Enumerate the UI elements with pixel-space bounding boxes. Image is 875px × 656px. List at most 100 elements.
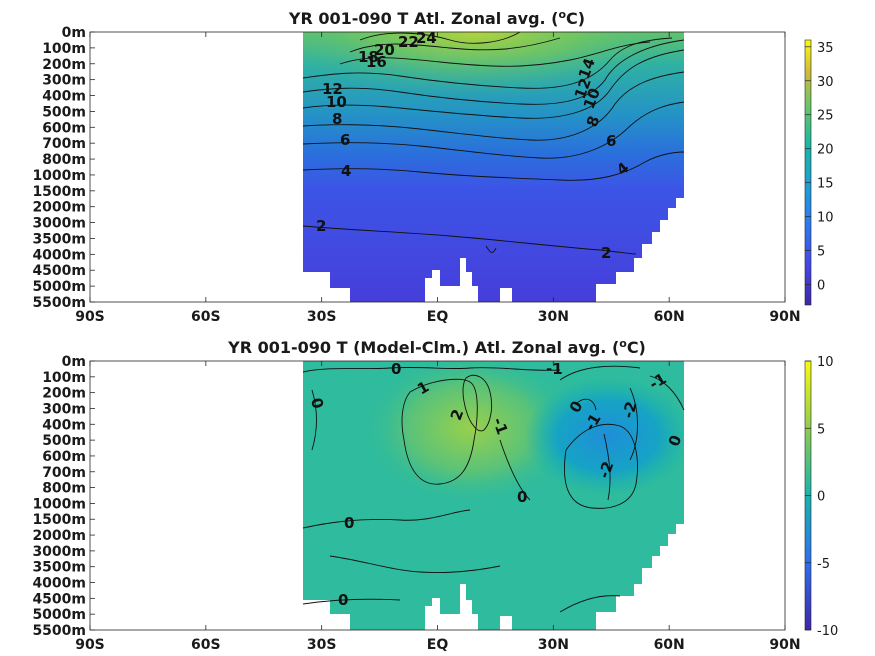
colorbar-tick-label: 20: [817, 143, 834, 158]
bottom-seafloor-mask-trench: [500, 616, 512, 630]
contour-label: 6: [606, 132, 616, 150]
bottom-seafloor-mask-north: [596, 524, 684, 630]
contour-label: 8: [332, 110, 342, 128]
colorbar-tick-label: 0: [817, 490, 825, 505]
top-x-axis: 90S 60S 30S EQ 30N 60N 90N: [75, 32, 801, 325]
x-tick-label: 30S: [307, 637, 337, 653]
contour-label: -2: [619, 399, 641, 420]
top-colorbar: [804, 39, 812, 306]
x-tick-label: 90S: [75, 309, 105, 325]
y-tick-label: 1000m: [32, 496, 86, 512]
y-tick-label: 300m: [42, 73, 86, 89]
colorbar-tick-label: 35: [817, 41, 834, 56]
contour-label: 18: [358, 48, 379, 66]
y-tick-label: 0m: [62, 354, 86, 370]
contour-label: 24: [416, 29, 437, 47]
top-seafloor-mask-ridge: [425, 258, 478, 302]
contour-label: 0: [344, 514, 354, 532]
y-tick-label: 4000m: [32, 576, 86, 592]
colorbar-tick-label: 5: [817, 422, 825, 437]
colorbar-tick-label: 15: [817, 177, 834, 192]
y-tick-label: 5500m: [32, 623, 86, 639]
y-tick-label: 500m: [42, 433, 86, 449]
y-tick-label: 700m: [42, 136, 86, 152]
top-seafloor-mask-trench: [500, 288, 512, 302]
contour-label: 10: [326, 93, 347, 111]
colorbar-tick-label: 30: [817, 75, 834, 90]
x-tick-label: 90N: [769, 637, 800, 653]
x-tick-label: EQ: [427, 309, 449, 325]
y-tick-label: 4500m: [32, 263, 86, 279]
top-panel-title: YR 001-090 T Atl. Zonal avg. (oC): [288, 8, 585, 28]
top-contour-lines: [302, 31, 685, 255]
colorbar-tick-label: -5: [817, 557, 830, 572]
contour-label: 0: [391, 360, 401, 378]
bottom-heatmap-cold-anomaly: [303, 361, 684, 630]
contour-label: 2: [601, 244, 611, 262]
x-tick-label: 30N: [538, 637, 569, 653]
y-tick-label: 600m: [42, 120, 86, 136]
colorbar-tick-label: -10: [817, 624, 838, 639]
bottom-contour-lines: [302, 365, 685, 613]
y-tick-label: 3500m: [32, 560, 86, 576]
x-tick-label: EQ: [427, 637, 449, 653]
x-tick-label: 30S: [307, 309, 337, 325]
contour-label: 0: [338, 591, 348, 609]
contour-label: 2: [316, 217, 326, 235]
bottom-panel: YR 001-090 T (Model-Clm.) Atl. Zonal avg…: [32, 337, 838, 653]
y-tick-label: 1500m: [32, 512, 86, 528]
y-tick-label: 700m: [42, 465, 86, 481]
colorbar-tick-label: 0: [817, 279, 825, 294]
y-tick-label: 5000m: [32, 607, 86, 623]
top-panel-plot-area: 24 22 20 18 16 14 12 12 10 10 8 8 6 6 4 …: [302, 29, 685, 302]
contour-label: 0: [307, 396, 327, 411]
y-tick-label: 1000m: [32, 168, 86, 184]
y-tick-label: 600m: [42, 449, 86, 465]
top-heatmap-warm-core: [303, 32, 684, 152]
top-y-axis: 0m100m200m300m400m500m600m700m800m1000m1…: [32, 25, 95, 311]
colorbar-tick-label: 25: [817, 109, 834, 124]
contour-label: 16: [366, 53, 387, 71]
y-tick-label: 0m: [62, 25, 86, 41]
y-tick-label: 500m: [42, 104, 86, 120]
top-seafloor-mask-south: [303, 272, 350, 302]
x-tick-label: 60N: [654, 637, 685, 653]
y-tick-label: 1500m: [32, 184, 86, 200]
y-tick-label: 100m: [42, 370, 86, 386]
y-tick-label: 100m: [42, 41, 86, 57]
x-tick-label: 90N: [769, 309, 800, 325]
contour-label: 20: [374, 41, 395, 59]
top-panel: YR 001-090 T Atl. Zonal avg. (oC): [32, 8, 833, 325]
y-tick-label: 3500m: [32, 231, 86, 247]
x-tick-label: 90S: [75, 637, 105, 653]
y-tick-label: 2000m: [32, 528, 86, 544]
y-tick-label: 4500m: [32, 591, 86, 607]
x-tick-label: 60S: [191, 309, 221, 325]
colorbar-tick-label: 10: [817, 355, 834, 370]
contour-label: -1: [646, 369, 669, 393]
y-tick-label: 400m: [42, 417, 86, 433]
y-tick-label: 3000m: [32, 544, 86, 560]
contour-label: 12: [322, 80, 343, 98]
colorbar-tick-label: 5: [817, 245, 825, 260]
top-seafloor-mask-north: [596, 198, 684, 302]
contour-label: -1: [489, 415, 512, 437]
y-tick-label: 400m: [42, 89, 86, 105]
y-tick-label: 2000m: [32, 200, 86, 216]
bottom-x-axis: 90S 60S 30S EQ 30N 60N 90N: [75, 361, 801, 653]
y-tick-label: 200m: [42, 386, 86, 402]
contour-label: 0: [517, 488, 527, 506]
bottom-contour-labels: 0 0 0 0 0 0 0 1 2 -1 -1 -1 -1 -2 -2: [307, 360, 685, 609]
y-tick-label: 5500m: [32, 295, 86, 311]
y-tick-label: 200m: [42, 57, 86, 73]
x-tick-label: 60N: [654, 309, 685, 325]
contour-label: 4: [341, 162, 351, 180]
contour-label: 22: [398, 33, 419, 51]
contour-label: 6: [340, 131, 350, 149]
y-tick-label: 800m: [42, 481, 86, 497]
y-tick-label: 800m: [42, 152, 86, 168]
x-tick-label: 60S: [191, 637, 221, 653]
y-tick-label: 300m: [42, 401, 86, 417]
bottom-y-axis: 0m100m200m300m400m500m600m700m800m1000m1…: [32, 354, 95, 639]
